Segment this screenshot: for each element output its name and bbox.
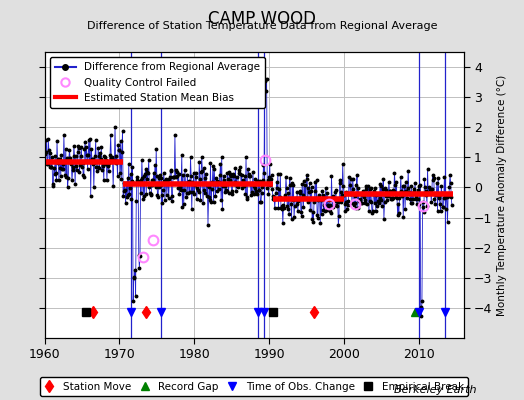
Y-axis label: Monthly Temperature Anomaly Difference (°C): Monthly Temperature Anomaly Difference (… [497,74,507,316]
Text: Difference of Station Temperature Data from Regional Average: Difference of Station Temperature Data f… [87,21,437,31]
Text: CAMP WOOD: CAMP WOOD [208,10,316,28]
Text: Berkeley Earth: Berkeley Earth [395,385,477,395]
Legend: Station Move, Record Gap, Time of Obs. Change, Empirical Break: Station Move, Record Gap, Time of Obs. C… [40,377,468,396]
